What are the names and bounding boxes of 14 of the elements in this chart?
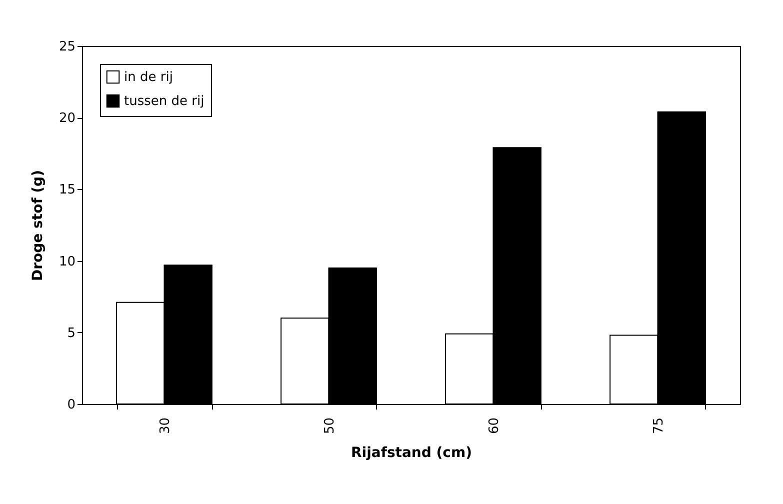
y-tick-label: 15 (58, 182, 76, 198)
legend-label: tussen de rij (124, 94, 204, 109)
x-tick-label: 30 (158, 418, 173, 434)
y-axis-title: Droge stof (g) (30, 170, 46, 281)
y-tick-label: 20 (58, 111, 76, 126)
x-axis-title: Rijafstand (cm) (351, 445, 472, 462)
y-tick-label: 25 (58, 40, 76, 54)
y-tick-label: 5 (67, 326, 76, 341)
y-tick-label: 0 (67, 398, 76, 412)
x-tick-label: 50 (322, 418, 338, 434)
y-tick-label: 10 (58, 254, 76, 270)
x-tick-label: 75 (651, 418, 666, 434)
legend-label: in de rij (124, 70, 173, 85)
x-tick-label: 60 (486, 418, 502, 434)
